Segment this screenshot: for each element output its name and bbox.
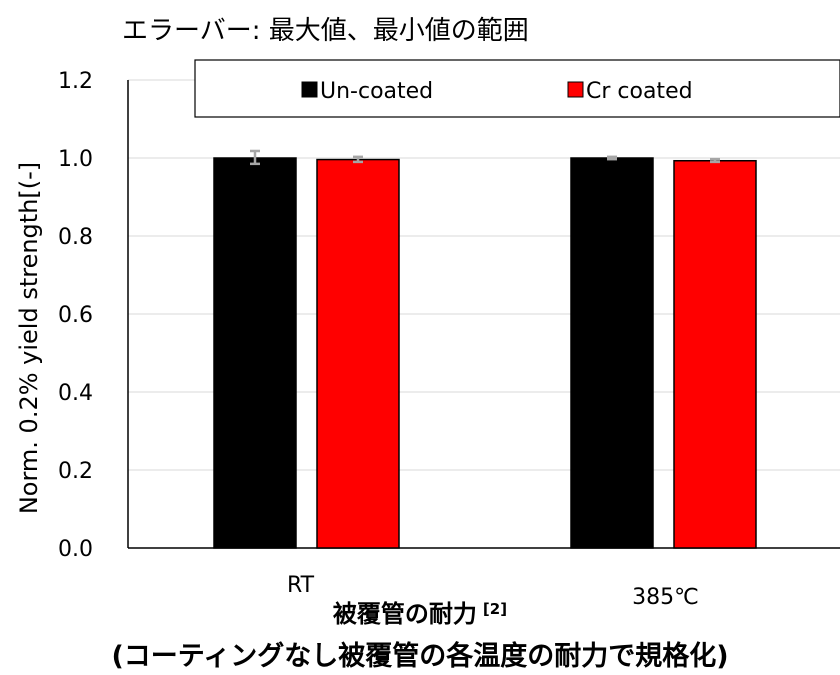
x-tick-label: RT bbox=[287, 573, 315, 598]
bar bbox=[673, 159, 757, 549]
legend-swatch bbox=[301, 81, 318, 98]
figure-caption: (コーティングなし被覆管の各温度の耐力で規格化) bbox=[111, 641, 729, 672]
error-bar-note: エラーバー: 最大値、最小値の範囲 bbox=[122, 16, 529, 46]
y-tick-label: 0.2 bbox=[58, 459, 93, 484]
y-tick-label: 0.6 bbox=[58, 303, 93, 328]
x-tick-labels: RT 385℃ bbox=[287, 573, 699, 610]
x-axis-title-text: 被覆管の耐力 bbox=[332, 600, 477, 628]
y-tick-label: 0.8 bbox=[58, 225, 93, 250]
legend-box bbox=[194, 59, 840, 118]
legend-label: Cr coated bbox=[586, 79, 693, 104]
error-bars bbox=[250, 149, 720, 166]
y-tick-labels: 0.0 0.2 0.4 0.6 0.8 1.0 1.2 bbox=[58, 69, 93, 562]
legend: Un-coated Cr coated bbox=[194, 59, 840, 118]
x-axis-title: 被覆管の耐力 [2] bbox=[0, 594, 840, 629]
bar bbox=[570, 157, 654, 549]
y-tick-label: 1.2 bbox=[58, 69, 93, 94]
y-tick-label: 0.4 bbox=[58, 381, 93, 406]
bar bbox=[213, 157, 297, 549]
x-tick-label: 385℃ bbox=[632, 585, 699, 610]
legend-label: Un-coated bbox=[320, 79, 433, 104]
bars bbox=[213, 157, 757, 549]
y-axis-title: Norm. 0.2% yield strength[(-] bbox=[15, 162, 43, 514]
y-tick-label: 0.0 bbox=[58, 537, 93, 562]
legend-swatch bbox=[567, 81, 584, 98]
y-tick-label: 1.0 bbox=[58, 147, 93, 172]
reference-mark: [2] bbox=[482, 600, 508, 618]
bar bbox=[316, 158, 400, 549]
